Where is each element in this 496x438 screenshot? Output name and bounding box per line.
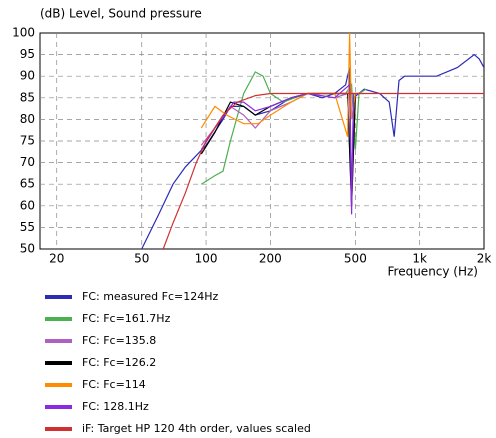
x-tick-label: 500 xyxy=(344,252,367,266)
series-line xyxy=(141,53,484,249)
x-tick-label: 1k xyxy=(412,252,427,266)
legend-label: FC: Fc=126.2 xyxy=(82,356,156,369)
x-tick-label: 2k xyxy=(477,252,492,266)
y-tick-label: 70 xyxy=(20,155,35,169)
y-tick-label: 100 xyxy=(12,26,35,40)
chart-title: (dB) Level, Sound pressure xyxy=(40,7,202,21)
y-tick-label: 95 xyxy=(20,47,35,61)
x-tick-label: 100 xyxy=(195,252,218,266)
series-line xyxy=(200,33,356,137)
y-tick-label: 90 xyxy=(20,69,35,83)
series-line xyxy=(162,92,484,249)
y-tick-label: 80 xyxy=(20,112,35,126)
y-tick-label: 50 xyxy=(20,242,35,256)
y-tick-label: 65 xyxy=(20,177,35,191)
x-tick-label: 20 xyxy=(49,252,64,266)
series-line xyxy=(200,83,359,215)
x-axis-label: Frequency (Hz) xyxy=(388,265,479,279)
legend-label: FC: Fc=135.8 xyxy=(82,334,156,347)
y-tick-label: 85 xyxy=(20,90,35,104)
legend-label: iF: Target HP 120 4th order, values scal… xyxy=(82,422,311,435)
y-tick-label: 60 xyxy=(20,198,35,212)
legend-label: FC: measured Fc=124Hz xyxy=(82,290,219,303)
legend-label: FC: Fc=114 xyxy=(82,378,146,391)
x-tick-label: 50 xyxy=(134,252,149,266)
y-tick-label: 75 xyxy=(20,134,35,148)
legend-label: FC: 128.1Hz xyxy=(82,400,149,413)
legend-label: FC: Fc=161.7Hz xyxy=(82,312,171,325)
x-tick-label: 200 xyxy=(259,252,282,266)
y-tick-label: 55 xyxy=(20,220,35,234)
